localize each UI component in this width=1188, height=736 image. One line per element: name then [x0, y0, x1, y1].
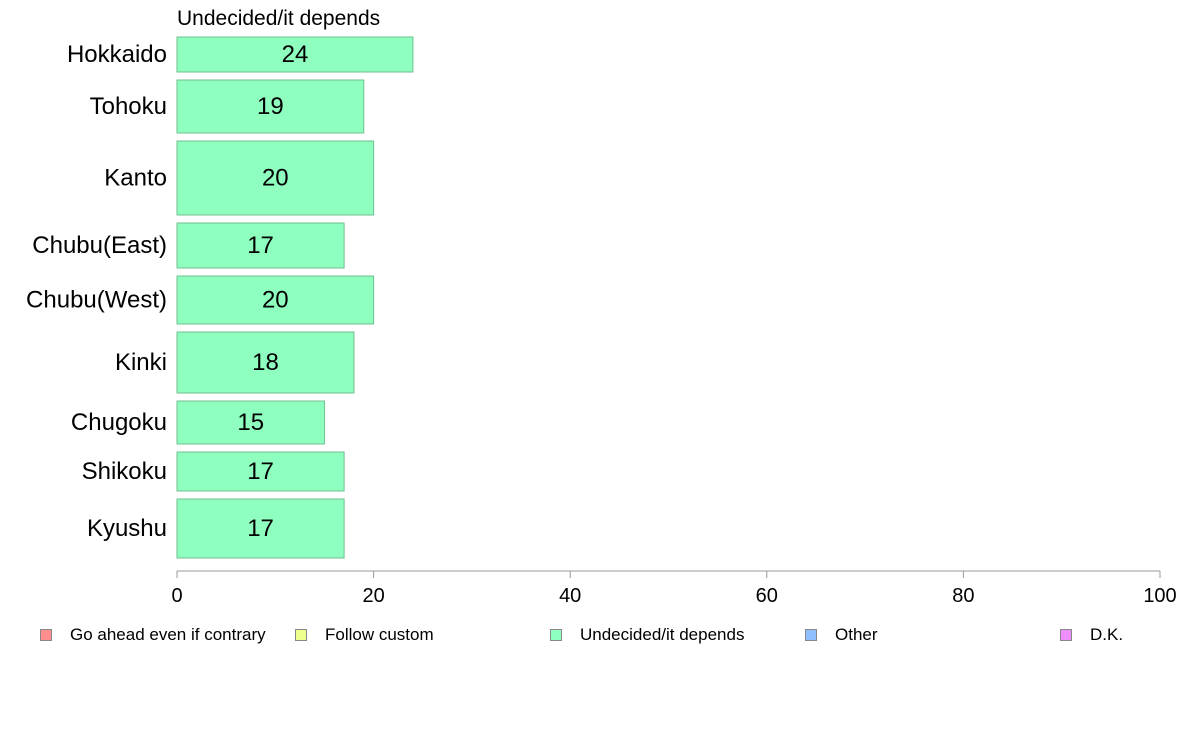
category-label-chubu-west: Chubu(West)	[26, 287, 167, 314]
value-label-kanto: 20	[262, 165, 289, 192]
legend-label-go-ahead: Go ahead even if contrary	[70, 625, 266, 644]
bar-chart: Undecided/it depends Hokkaido 24 Tohoku 19 K…	[26, 7, 1177, 607]
value-label-kyushu: 17	[247, 515, 274, 542]
category-label-shikoku: Shikoku	[82, 458, 167, 485]
legend-swatch-other	[805, 629, 817, 641]
bar-chubu-west	[176, 275, 375, 325]
legend-swatch-follow-custom	[295, 629, 307, 641]
category-label-kanto: Kanto	[104, 165, 167, 192]
x-tick-label-80: 80	[952, 585, 974, 607]
legend-swatch-undecided	[550, 629, 562, 641]
legend-item-undecided: Undecided/it depends	[550, 622, 744, 648]
value-label-chubu-west: 20	[262, 287, 289, 314]
bar-kyushu	[176, 498, 345, 559]
bar-chubu-east	[176, 222, 345, 269]
bar-kinki	[176, 331, 355, 394]
category-label-hokkaido: Hokkaido	[67, 41, 167, 68]
legend-swatch-go-ahead	[40, 629, 52, 641]
category-label-kyushu: Kyushu	[87, 515, 167, 542]
value-label-chubu-east: 17	[247, 232, 274, 259]
value-label-shikoku: 17	[247, 458, 274, 485]
bar-tohoku	[176, 79, 365, 134]
legend-label-undecided: Undecided/it depends	[580, 625, 745, 644]
legend-label-follow-custom: Follow custom	[325, 625, 434, 644]
legend-label-dk: D.K.	[1090, 625, 1124, 644]
value-label-hokkaido: 24	[282, 41, 309, 68]
chart-title: Undecided/it depends	[177, 7, 380, 30]
bars-group: Hokkaido 24 Tohoku 19 Kanto 20 Chubu(East) 17 Ch…	[26, 36, 414, 559]
value-label-kinki: 18	[252, 349, 279, 376]
x-tick-label-100: 100	[1143, 585, 1176, 607]
x-tick-label-0: 0	[171, 585, 182, 607]
legend-label-other: Other	[835, 625, 878, 644]
bar-chugoku	[176, 400, 325, 445]
category-label-kinki: Kinki	[115, 349, 167, 376]
x-tick-label-60: 60	[756, 585, 778, 607]
legend-item-go-ahead: Go ahead even if contrary	[40, 622, 266, 648]
bar-shikoku	[176, 451, 345, 492]
x-tick-label-20: 20	[362, 585, 384, 607]
category-label-chugoku: Chugoku	[71, 409, 167, 436]
x-tick-label-40: 40	[559, 585, 581, 607]
category-label-chubu-east: Chubu(East)	[32, 232, 167, 259]
legend-item-other: Other	[805, 622, 878, 648]
x-axis-ticks: 0 20 40 60 80 100	[171, 571, 1177, 607]
category-label-tohoku: Tohoku	[90, 93, 167, 120]
bar-kanto	[176, 140, 375, 216]
legend: Go ahead even if contrary Follow custom …	[0, 622, 1188, 648]
value-label-tohoku: 19	[257, 93, 284, 120]
legend-swatch-dk	[1060, 629, 1072, 641]
legend-item-follow-custom: Follow custom	[295, 622, 434, 648]
legend-item-dk: D.K.	[1060, 622, 1123, 648]
value-label-chugoku: 15	[237, 409, 264, 436]
bar-hokkaido	[176, 36, 414, 73]
